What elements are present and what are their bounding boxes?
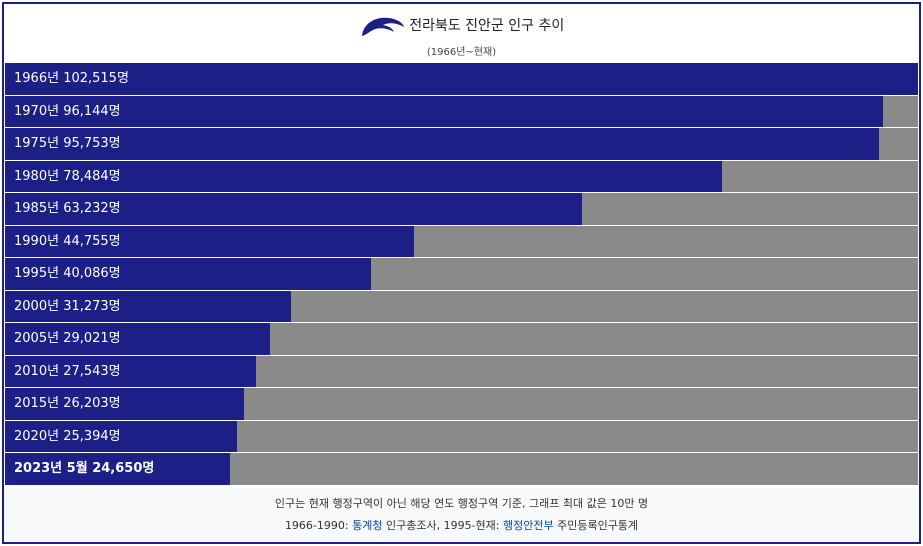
bar-row: 1995년 40,086명	[5, 258, 918, 290]
value-label: 95,753명	[63, 136, 121, 151]
category-label: 1985년	[14, 201, 60, 216]
bar	[5, 323, 270, 355]
value-label: 25,394명	[63, 428, 121, 444]
bar	[5, 420, 237, 452]
category-label: 2023년 5월	[14, 461, 88, 476]
value-label: 29,021명	[63, 331, 121, 346]
category-label: 1995년	[14, 266, 60, 281]
category-label: 1970년	[14, 103, 60, 119]
bar-label: 2010년 27,543명	[14, 356, 121, 388]
value-label: 24,650명	[92, 461, 155, 476]
bar	[5, 355, 257, 387]
value-label: 96,144명	[63, 103, 121, 119]
bar	[5, 193, 583, 225]
bar-label: 2023년 5월 24,650명	[14, 453, 154, 485]
bar-label: 2000년 31,273명	[14, 291, 121, 323]
category-label: 1980년	[14, 168, 60, 184]
bar-label: 1975년 95,753명	[14, 128, 121, 160]
chart-subtitle: (1966년~현재)	[426, 47, 497, 58]
source-text: 1966-1990:	[284, 519, 353, 532]
value-label: 26,203명	[63, 396, 121, 411]
bar-label: 1990년 44,755명	[14, 226, 121, 258]
source-text: 주민등록인구통계	[553, 519, 639, 532]
source: 1966-1990: 통계청 인구총조사, 1995-현재: 행정안전부 주민등…	[4, 515, 919, 537]
value-label: 27,543명	[63, 363, 121, 379]
bar-row: 1990년 44,755명	[5, 225, 918, 258]
bar-row: 2000년 31,273명	[5, 290, 918, 323]
bar-row: 1975년 95,753명	[5, 128, 918, 160]
bar-label: 1970년 96,144명	[14, 96, 121, 128]
bar-row: 1985년 63,232명	[5, 193, 918, 225]
value-label: 63,232명	[63, 201, 121, 216]
bar-label: 2005년 29,021명	[14, 323, 121, 355]
value-label: 78,484명	[63, 168, 121, 184]
chart-title: 전라북도 진안군 인구 추이	[409, 18, 565, 34]
bar-row: 1970년 96,144명	[5, 95, 918, 128]
bar-row: 2010년 27,543명	[5, 355, 918, 388]
bar	[5, 290, 291, 322]
title-row: 전라북도 진안군 인구 추이	[4, 14, 919, 38]
bar	[5, 95, 883, 127]
bar	[5, 388, 245, 420]
bar	[5, 160, 722, 192]
note: 인구는 현재 행정구역이 아닌 해당 연도 행정구역 기준, 그래프 최대 값은…	[274, 497, 649, 510]
category-label: 2015년	[14, 396, 60, 411]
bar-label: 1980년 78,484명	[14, 161, 121, 193]
bar	[5, 258, 371, 290]
value-label: 40,086명	[63, 266, 121, 281]
value-label: 102,515명	[63, 71, 129, 86]
bar-row: 1980년 78,484명	[5, 160, 918, 193]
bar-label: 1985년 63,232명	[14, 193, 121, 225]
category-label: 2010년	[14, 363, 60, 379]
rows: 1966년 102,515명 1970년 96,144명 1975년 95,753명…	[5, 63, 918, 486]
footer: 인구는 현재 행정구역이 아닌 해당 연도 행정구역 기준, 그래프 최대 값은…	[4, 488, 919, 542]
category-label: 1975년	[14, 136, 60, 151]
bar-label: 2020년 25,394명	[14, 421, 121, 453]
bar	[5, 225, 414, 257]
logo	[361, 17, 404, 36]
source-text: 인구총조사, 1995-현재:	[382, 519, 503, 532]
bar-row: 2023년 5월 24,650명	[5, 453, 918, 485]
category-label: 1990년	[14, 233, 60, 249]
value-label: 31,273명	[63, 298, 121, 314]
header: 전라북도 진안군 인구 추이 (1966년~현재)	[4, 4, 919, 63]
source-link[interactable]: 통계청	[352, 519, 383, 532]
category-label: 2020년	[14, 428, 60, 444]
bar-row: 2005년 29,021명	[5, 323, 918, 355]
category-label: 2005년	[14, 331, 60, 346]
bar	[5, 63, 918, 95]
bar-label: 2015년 26,203명	[14, 388, 121, 420]
bar-row: 2015년 26,203명	[5, 388, 918, 420]
bar-row: 1966년 102,515명	[5, 63, 918, 95]
bar-label: 1966년 102,515명	[14, 63, 129, 95]
category-label: 1966년	[14, 71, 60, 86]
bar-label: 1995년 40,086명	[14, 258, 121, 290]
value-label: 44,755명	[63, 233, 121, 249]
source-link[interactable]: 행정안전부	[502, 519, 554, 532]
bar	[5, 453, 231, 485]
bar	[5, 128, 880, 160]
category-label: 2000년	[14, 298, 60, 314]
bar-row: 2020년 25,394명	[5, 420, 918, 453]
